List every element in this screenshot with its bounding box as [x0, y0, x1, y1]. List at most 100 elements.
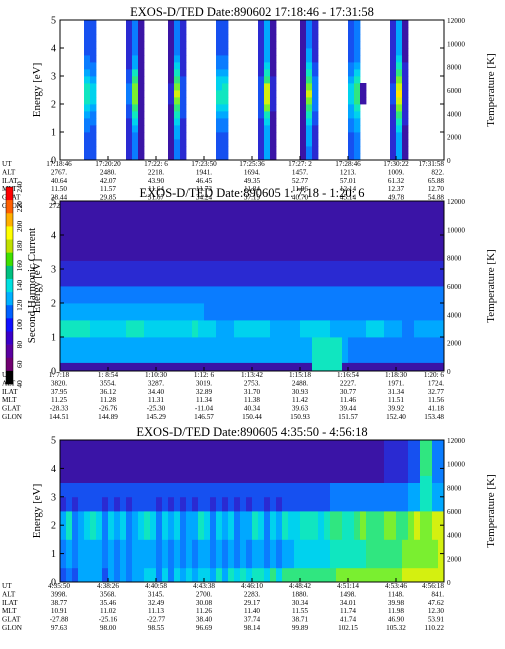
heatmap-cell [378, 269, 385, 278]
heatmap-cell [144, 209, 151, 219]
heatmap-cell [126, 337, 133, 346]
heatmap-cell [306, 252, 313, 261]
heatmap-cell [192, 532, 199, 540]
heatmap-cell [186, 243, 193, 253]
heatmap-cell [336, 518, 343, 526]
heatmap-cell [204, 482, 211, 491]
heatmap-cell [390, 34, 397, 42]
heatmap-cell [168, 252, 175, 261]
heatmap-cell [198, 532, 205, 540]
heatmap-cell [228, 574, 235, 583]
table-cell: 57.01 [340, 177, 357, 185]
heatmap-cell [432, 345, 439, 355]
heatmap-cell [228, 209, 235, 219]
heatmap-cell [180, 362, 187, 372]
heatmap-cell [402, 337, 409, 346]
table-cell: 1971. [388, 379, 404, 387]
heatmap-cell [300, 153, 307, 161]
heatmap-cell [402, 482, 409, 491]
heatmap-cell [144, 511, 151, 519]
heatmap-cell [162, 201, 169, 210]
heatmap-cell [342, 252, 349, 261]
heatmap-cell [222, 286, 229, 295]
heatmap-cell [306, 218, 313, 227]
heatmap-cell [234, 503, 241, 512]
heatmap-cell [60, 567, 67, 576]
heatmap-cell [132, 337, 139, 346]
heatmap-cell [312, 489, 319, 498]
heatmap-cell [84, 34, 91, 42]
heatmap-cell [60, 235, 67, 244]
heatmap-cell [72, 475, 79, 483]
table-cell: 4:51:14 [337, 582, 359, 590]
heatmap-cell [204, 209, 211, 219]
heatmap-cell [174, 226, 181, 236]
heatmap-cell [72, 286, 79, 295]
table-cell: 1:13:42 [241, 371, 263, 379]
heatmap-cell [108, 218, 115, 227]
heatmap-cell [60, 475, 67, 483]
heatmap-cell [318, 328, 325, 338]
heatmap-cell [198, 218, 205, 227]
heatmap-cell [372, 489, 379, 498]
heatmap-cell [396, 90, 403, 98]
heatmap-cell [276, 260, 283, 270]
heatmap-cell [150, 553, 157, 562]
heatmap-cell [420, 454, 427, 462]
heatmap-cell [90, 511, 97, 519]
heatmap-cell [378, 503, 385, 512]
heatmap-cell [168, 574, 175, 583]
heatmap-cell [300, 518, 307, 526]
table-cell: 32.77 [428, 388, 445, 396]
table-cell: 40.64 [51, 177, 68, 185]
heatmap-cell [270, 139, 277, 147]
heatmap-cell [438, 337, 445, 346]
heatmap-cell [222, 125, 229, 133]
colorbar-swatch [6, 278, 13, 293]
heatmap-cell [156, 475, 163, 483]
heatmap-cell [372, 311, 379, 321]
heatmap-cell [252, 560, 259, 569]
heatmap-cell [264, 27, 271, 35]
heatmap-cell [186, 311, 193, 321]
heatmap-cell [366, 235, 373, 244]
heatmap-cell [300, 320, 307, 329]
heatmap-cell [426, 553, 433, 562]
heatmap-cell [420, 574, 427, 583]
heatmap-cell [162, 260, 169, 270]
heatmap-cell [408, 209, 415, 219]
heatmap-cell [324, 328, 331, 338]
heatmap-cell [348, 532, 355, 540]
table-cell: 65.88 [428, 177, 445, 185]
heatmap-cell [432, 525, 439, 533]
heatmap-cell [228, 447, 235, 455]
heatmap-cell [222, 468, 229, 476]
heatmap-cell [378, 482, 385, 491]
heatmap-cell [426, 260, 433, 270]
heatmap-cell [60, 269, 67, 278]
heatmap-cell [270, 153, 277, 161]
heatmap-cell [246, 269, 253, 278]
heatmap-cell [126, 574, 133, 583]
heatmap-cell [60, 553, 67, 562]
heatmap-cell [300, 567, 307, 576]
heatmap-cell [120, 546, 127, 554]
heatmap-cell [414, 482, 421, 491]
heatmap-cell [306, 76, 313, 84]
heatmap-cell [288, 468, 295, 476]
heatmap-cell [204, 269, 211, 278]
heatmap-cell [300, 328, 307, 338]
heatmap-cell [270, 511, 277, 519]
heatmap-cell [198, 496, 205, 505]
heatmap-cell [330, 260, 337, 270]
heatmap-cell [408, 328, 415, 338]
heatmap-cell [366, 496, 373, 505]
heatmap-cell [198, 447, 205, 455]
heatmap-cell [282, 546, 289, 554]
heatmap-cell [216, 20, 223, 28]
heatmap-cell [300, 496, 307, 505]
y2-tick-label: 8000 [447, 255, 462, 263]
heatmap-cell [432, 560, 439, 569]
table-cell: 17:28:46 [335, 160, 361, 168]
heatmap-cell [396, 62, 403, 70]
